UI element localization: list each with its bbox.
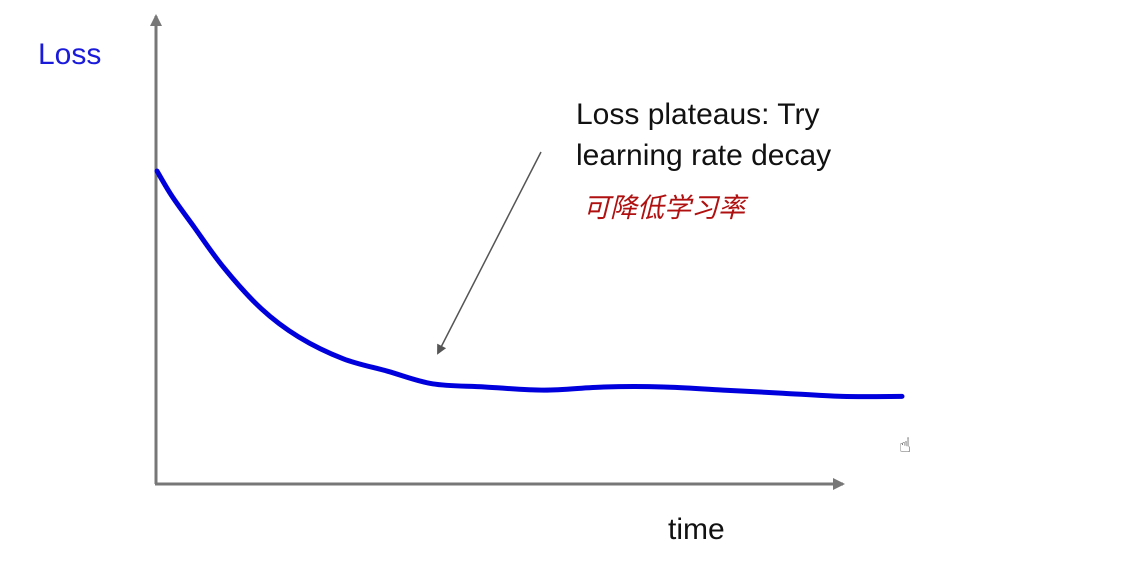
annotation-line-2: learning rate decay (576, 139, 831, 172)
hand-pointer-icon: ☝ (899, 433, 911, 457)
handwritten-note: 可降低学习率 (583, 193, 749, 224)
annotation-line-1: Loss plateaus: Try (576, 98, 819, 131)
series-line-loss (154, 168, 905, 400)
x-axis-label: time (668, 513, 725, 546)
y-axis-label: Loss (38, 38, 101, 71)
annotation-arrow (437, 151, 542, 355)
